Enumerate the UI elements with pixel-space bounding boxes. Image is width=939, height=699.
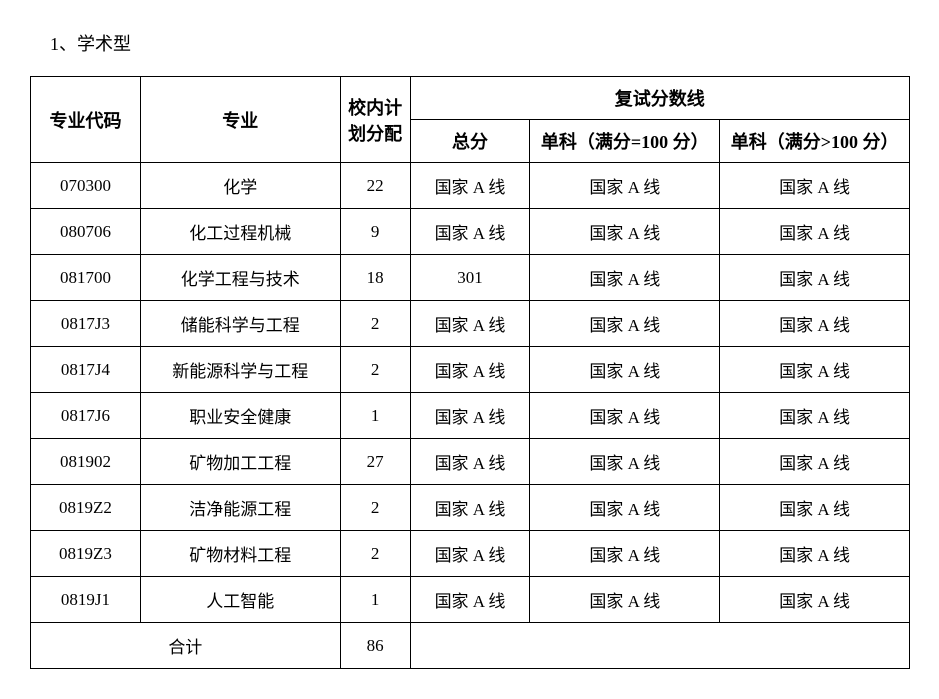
- cell-sub2: 国家 A 线: [720, 209, 910, 255]
- cell-sub1: 国家 A 线: [530, 439, 720, 485]
- cell-plan: 2: [340, 531, 410, 577]
- cell-major: 矿物加工工程: [140, 439, 340, 485]
- cell-total: 国家 A 线: [410, 531, 530, 577]
- table-header-row-1: 专业代码 专业 校内计划分配 复试分数线: [31, 77, 910, 120]
- header-score-group: 复试分数线: [410, 77, 909, 120]
- table-row: 0819Z3 矿物材料工程 2 国家 A 线 国家 A 线 国家 A 线: [31, 531, 910, 577]
- cell-sub1: 国家 A 线: [530, 301, 720, 347]
- cell-plan: 22: [340, 163, 410, 209]
- cell-total: 301: [410, 255, 530, 301]
- cell-plan: 2: [340, 485, 410, 531]
- table-row: 080706 化工过程机械 9 国家 A 线 国家 A 线 国家 A 线: [31, 209, 910, 255]
- table-row: 081700 化学工程与技术 18 301 国家 A 线 国家 A 线: [31, 255, 910, 301]
- cell-sub1: 国家 A 线: [530, 347, 720, 393]
- cell-plan: 1: [340, 393, 410, 439]
- cell-sub1: 国家 A 线: [530, 577, 720, 623]
- cell-code: 0817J6: [31, 393, 141, 439]
- cell-code: 0819Z3: [31, 531, 141, 577]
- cell-code: 080706: [31, 209, 141, 255]
- table-row: 0819J1 人工智能 1 国家 A 线 国家 A 线 国家 A 线: [31, 577, 910, 623]
- cell-major: 职业安全健康: [140, 393, 340, 439]
- cell-code: 081700: [31, 255, 141, 301]
- cell-sub2: 国家 A 线: [720, 163, 910, 209]
- cell-total: 国家 A 线: [410, 163, 530, 209]
- table-row: 0817J6 职业安全健康 1 国家 A 线 国家 A 线 国家 A 线: [31, 393, 910, 439]
- cell-sub2: 国家 A 线: [720, 255, 910, 301]
- cell-code: 0817J3: [31, 301, 141, 347]
- cell-plan: 9: [340, 209, 410, 255]
- cell-sub1: 国家 A 线: [530, 209, 720, 255]
- cell-sub1: 国家 A 线: [530, 485, 720, 531]
- cell-major: 矿物材料工程: [140, 531, 340, 577]
- cell-sub1: 国家 A 线: [530, 163, 720, 209]
- header-major: 专业: [140, 77, 340, 163]
- cell-total: 国家 A 线: [410, 439, 530, 485]
- table-row: 081902 矿物加工工程 27 国家 A 线 国家 A 线 国家 A 线: [31, 439, 910, 485]
- cell-sub2: 国家 A 线: [720, 439, 910, 485]
- cell-plan: 2: [340, 301, 410, 347]
- cell-code: 0817J4: [31, 347, 141, 393]
- cell-sub2: 国家 A 线: [720, 577, 910, 623]
- cell-sub2: 国家 A 线: [720, 347, 910, 393]
- cell-major: 人工智能: [140, 577, 340, 623]
- cell-major: 化工过程机械: [140, 209, 340, 255]
- cell-plan: 1: [340, 577, 410, 623]
- table-total-row: 合计 86: [31, 623, 910, 669]
- header-plan: 校内计划分配: [340, 77, 410, 163]
- cell-sub1: 国家 A 线: [530, 393, 720, 439]
- cell-major: 化学工程与技术: [140, 255, 340, 301]
- cell-plan: 18: [340, 255, 410, 301]
- table-row: 0819Z2 洁净能源工程 2 国家 A 线 国家 A 线 国家 A 线: [31, 485, 910, 531]
- cell-plan: 2: [340, 347, 410, 393]
- table-body: 070300 化学 22 国家 A 线 国家 A 线 国家 A 线 080706…: [31, 163, 910, 669]
- cell-total: 国家 A 线: [410, 485, 530, 531]
- header-code: 专业代码: [31, 77, 141, 163]
- cell-sub2: 国家 A 线: [720, 301, 910, 347]
- page-title: 1、学术型: [50, 30, 909, 56]
- table-row: 0817J3 储能科学与工程 2 国家 A 线 国家 A 线 国家 A 线: [31, 301, 910, 347]
- cell-total: 国家 A 线: [410, 393, 530, 439]
- cell-sub1: 国家 A 线: [530, 255, 720, 301]
- cell-code: 070300: [31, 163, 141, 209]
- cell-total: 国家 A 线: [410, 577, 530, 623]
- total-label: 合计: [31, 623, 341, 669]
- cell-sub2: 国家 A 线: [720, 393, 910, 439]
- total-plan: 86: [340, 623, 410, 669]
- cell-code: 0819J1: [31, 577, 141, 623]
- cell-sub1: 国家 A 线: [530, 531, 720, 577]
- cell-total: 国家 A 线: [410, 209, 530, 255]
- header-sub1: 单科（满分=100 分）: [530, 120, 720, 163]
- header-total: 总分: [410, 120, 530, 163]
- cell-major: 新能源科学与工程: [140, 347, 340, 393]
- cell-total: 国家 A 线: [410, 347, 530, 393]
- table-row: 070300 化学 22 国家 A 线 国家 A 线 国家 A 线: [31, 163, 910, 209]
- cell-major: 储能科学与工程: [140, 301, 340, 347]
- cell-sub2: 国家 A 线: [720, 531, 910, 577]
- total-empty: [410, 623, 909, 669]
- score-table: 专业代码 专业 校内计划分配 复试分数线 总分 单科（满分=100 分） 单科（…: [30, 76, 910, 669]
- cell-code: 081902: [31, 439, 141, 485]
- cell-plan: 27: [340, 439, 410, 485]
- cell-major: 洁净能源工程: [140, 485, 340, 531]
- header-sub2: 单科（满分>100 分）: [720, 120, 910, 163]
- cell-total: 国家 A 线: [410, 301, 530, 347]
- table-row: 0817J4 新能源科学与工程 2 国家 A 线 国家 A 线 国家 A 线: [31, 347, 910, 393]
- cell-code: 0819Z2: [31, 485, 141, 531]
- cell-major: 化学: [140, 163, 340, 209]
- cell-sub2: 国家 A 线: [720, 485, 910, 531]
